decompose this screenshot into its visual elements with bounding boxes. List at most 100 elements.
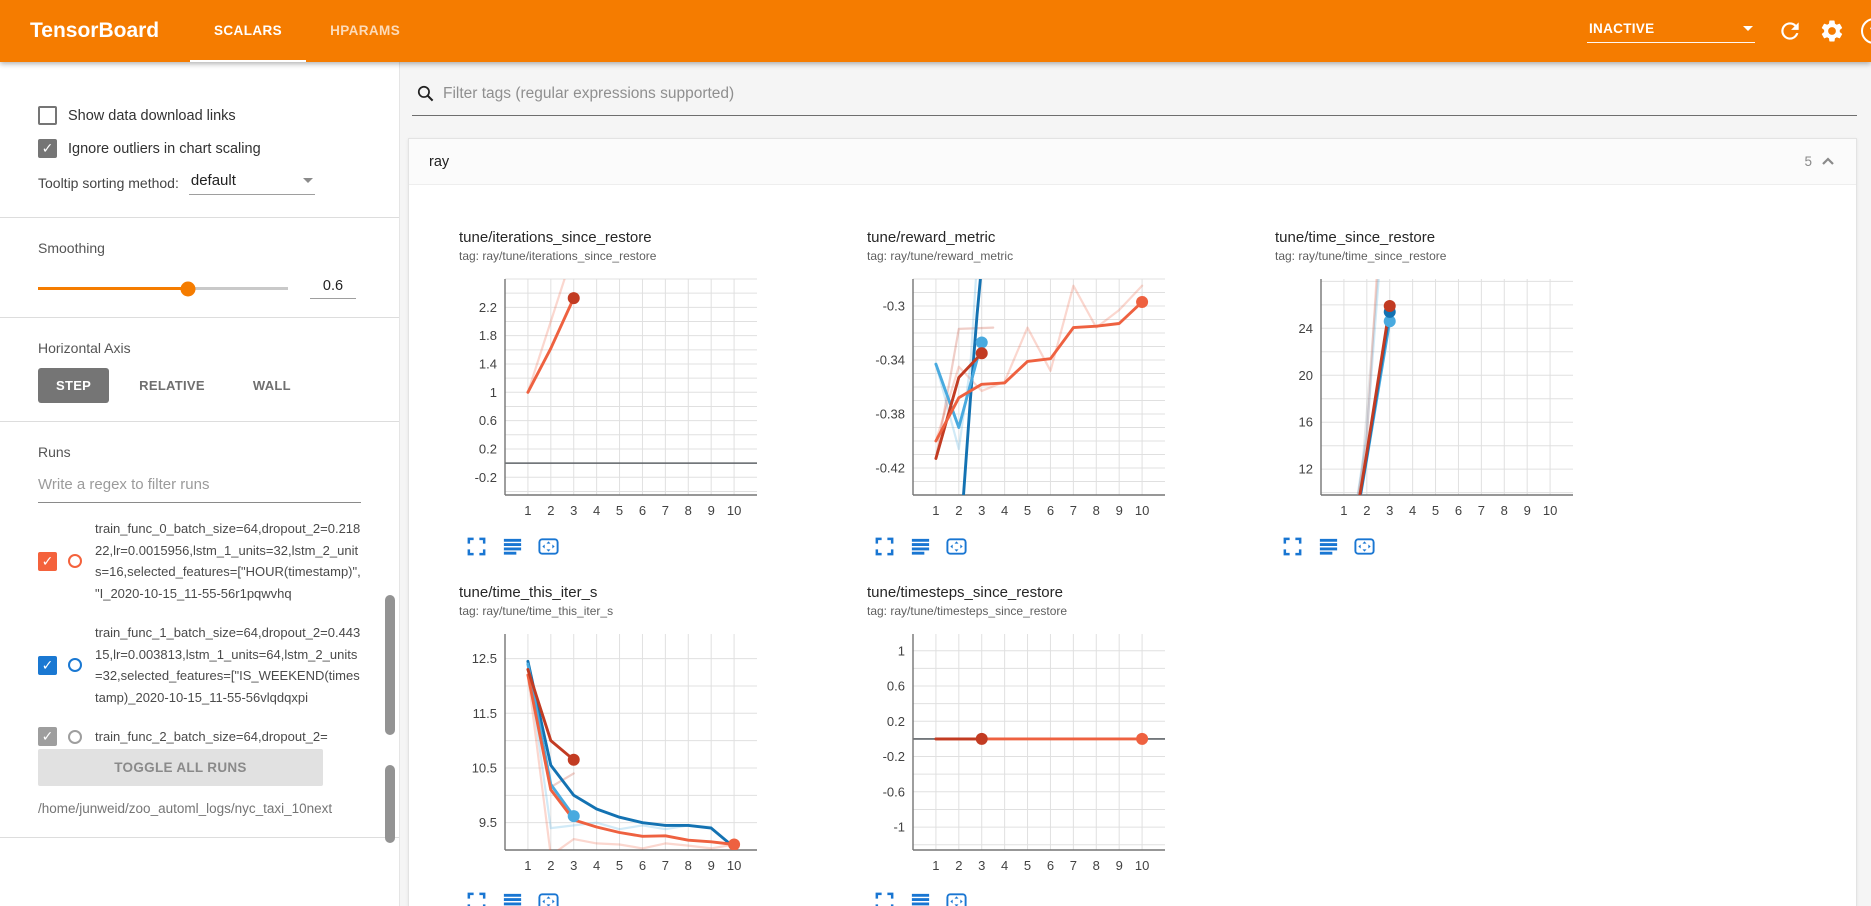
fit-domain-button[interactable] xyxy=(537,890,560,906)
svg-text:3: 3 xyxy=(570,858,577,873)
chevron-up-icon[interactable] xyxy=(1820,154,1836,170)
chart-tag: tag: ray/tune/reward_metric xyxy=(867,249,1014,263)
runs-list-scrollbar[interactable] xyxy=(385,765,395,843)
chart-title: tune/reward_metric xyxy=(867,229,996,246)
expand-chart-button[interactable] xyxy=(1281,535,1304,558)
tab-scalars[interactable]: SCALARS xyxy=(190,0,307,62)
svg-text:6: 6 xyxy=(1455,503,1462,518)
svg-text:9: 9 xyxy=(1116,503,1123,518)
tab-hparams[interactable]: HPARAMS xyxy=(330,22,401,38)
tag-group-card: ray 5 tune/iterations_since_restore tag: … xyxy=(408,138,1857,906)
axis-option-wall[interactable]: WALL xyxy=(252,378,291,393)
chart-plot[interactable]: 12.5 11.5 10.5 9.5 1 2 3 4 5 6 7 8 9 10 xyxy=(459,626,839,880)
help-button[interactable]: ? xyxy=(1861,18,1871,44)
fit-domain-button[interactable] xyxy=(945,890,968,906)
tooltip-sorting-row: Tooltip sorting method: default xyxy=(38,172,361,195)
run-color-swatch[interactable] xyxy=(68,658,82,672)
svg-text:4: 4 xyxy=(1409,503,1416,518)
run-item[interactable]: ✓ train_func_0_batch_size=64,dropout_2=0.… xyxy=(38,509,361,613)
runs-selector-button[interactable] xyxy=(501,535,524,558)
svg-text:8: 8 xyxy=(685,858,692,873)
chart-plot[interactable]: -0.3 -0.34 -0.38 -0.42 1 2 3 4 5 6 7 8 9 10 xyxy=(867,271,1247,525)
axis-option-relative[interactable]: RELATIVE xyxy=(139,378,205,393)
show-download-links-checkbox[interactable] xyxy=(38,106,57,125)
slider-knob[interactable] xyxy=(180,281,196,296)
refresh-button[interactable] xyxy=(1777,18,1803,44)
show-download-links-checkbox-row[interactable]: Show data download links xyxy=(38,106,361,125)
expand-chart-button[interactable] xyxy=(465,535,488,558)
sidebar-scrollbar[interactable] xyxy=(385,595,395,735)
run-item[interactable]: ✓ train_func_1_batch_size=64,dropout_2=0.… xyxy=(38,613,361,717)
toggle-all-runs-button[interactable]: TOGGLE ALL RUNS xyxy=(38,749,323,786)
tag-filter-field xyxy=(412,84,1857,116)
svg-text:4: 4 xyxy=(1001,503,1008,518)
svg-text:9: 9 xyxy=(708,858,715,873)
status-dropdown[interactable]: INACTIVE xyxy=(1587,19,1755,43)
run-checkbox[interactable]: ✓ xyxy=(38,655,57,675)
ignore-outliers-checkbox-row[interactable]: ✓ Ignore outliers in chart scaling xyxy=(38,139,361,158)
svg-text:11.5: 11.5 xyxy=(473,706,497,721)
status-label: INACTIVE xyxy=(1589,21,1655,36)
fit-domain-button[interactable] xyxy=(945,535,968,558)
horizontal-axis-section: Horizontal Axis STEP RELATIVE WALL xyxy=(0,318,399,422)
chart-plot[interactable]: 2.2 1.8 1.4 1 0.6 0.2 -0.2 1 2 3 4 5 6 7 8 9 10 xyxy=(459,271,839,525)
svg-text:2: 2 xyxy=(1363,503,1370,518)
log-directory-path: /home/junweid/zoo_automl_logs/nyc_taxi_1… xyxy=(38,801,333,816)
settings-button[interactable] xyxy=(1819,18,1845,44)
fit-domain-button[interactable] xyxy=(537,535,560,558)
smoothing-value-input[interactable]: 0.6 xyxy=(310,278,356,299)
run-color-swatch[interactable] xyxy=(68,729,82,744)
svg-text:-0.6: -0.6 xyxy=(883,784,905,799)
chart-plot[interactable]: 1 0.6 0.2 -0.2 -0.6 -1 1 2 3 4 5 6 7 8 9 10 xyxy=(867,626,1247,880)
runs-selector-button[interactable] xyxy=(501,890,524,906)
scalar-chart-card: tune/time_since_restore tag: ray/tune/tim… xyxy=(1275,229,1655,558)
fit-domain-icon xyxy=(946,538,967,555)
svg-text:1: 1 xyxy=(524,503,531,518)
fit-domain-button[interactable] xyxy=(1353,535,1376,558)
scalar-chart-card: tune/time_this_iter_s tag: ray/tune/time_… xyxy=(459,584,839,906)
svg-text:5: 5 xyxy=(616,503,623,518)
smoothing-slider[interactable] xyxy=(38,281,288,296)
svg-text:10: 10 xyxy=(1543,503,1557,518)
svg-text:7: 7 xyxy=(1070,503,1077,518)
runs-selector-button[interactable] xyxy=(909,535,932,558)
svg-text:2: 2 xyxy=(547,503,554,518)
ignore-outliers-checkbox[interactable]: ✓ xyxy=(38,139,57,158)
expand-chart-button[interactable] xyxy=(465,890,488,906)
svg-text:2: 2 xyxy=(547,858,554,873)
expand-chart-button[interactable] xyxy=(873,890,896,906)
svg-text:8: 8 xyxy=(1501,503,1508,518)
tag-filter-input[interactable] xyxy=(443,84,1853,103)
runs-label: Runs xyxy=(38,444,71,460)
runs-filter-input[interactable] xyxy=(38,476,361,493)
chevron-down-icon xyxy=(302,178,313,183)
runs-list: ✓ train_func_0_batch_size=64,dropout_2=0.… xyxy=(38,509,361,747)
axis-option-step[interactable]: STEP xyxy=(38,368,110,403)
run-checkbox[interactable]: ✓ xyxy=(38,727,57,747)
runs-selector-button[interactable] xyxy=(909,890,932,906)
expand-chart-button[interactable] xyxy=(873,535,896,558)
run-checkbox[interactable]: ✓ xyxy=(38,551,57,571)
tooltip-sorting-value: default xyxy=(190,172,236,189)
svg-text:12.5: 12.5 xyxy=(472,651,497,666)
svg-text:0.6: 0.6 xyxy=(479,413,497,428)
svg-text:-0.42: -0.42 xyxy=(875,461,905,476)
tooltip-sorting-label: Tooltip sorting method: xyxy=(38,175,179,191)
run-item[interactable]: ✓ train_func_2_batch_size=64,dropout_2= xyxy=(38,717,361,747)
run-color-swatch[interactable] xyxy=(68,554,82,568)
svg-text:10: 10 xyxy=(1135,503,1149,518)
chart-tag: tag: ray/tune/iterations_since_restore xyxy=(459,249,657,263)
tooltip-sorting-select[interactable]: default xyxy=(188,172,315,195)
runs-selector-button[interactable] xyxy=(1317,535,1340,558)
svg-text:10: 10 xyxy=(727,858,741,873)
svg-text:1: 1 xyxy=(898,643,905,658)
svg-text:9.5: 9.5 xyxy=(479,815,497,830)
fit-domain-icon xyxy=(946,893,967,906)
slider-fill xyxy=(38,287,188,290)
tag-group-name: ray xyxy=(429,153,450,170)
app-title: TensorBoard xyxy=(30,19,160,42)
expand-chart-icon xyxy=(1283,537,1302,556)
svg-text:-0.34: -0.34 xyxy=(875,353,905,368)
tag-group-header[interactable]: ray 5 xyxy=(409,139,1856,185)
